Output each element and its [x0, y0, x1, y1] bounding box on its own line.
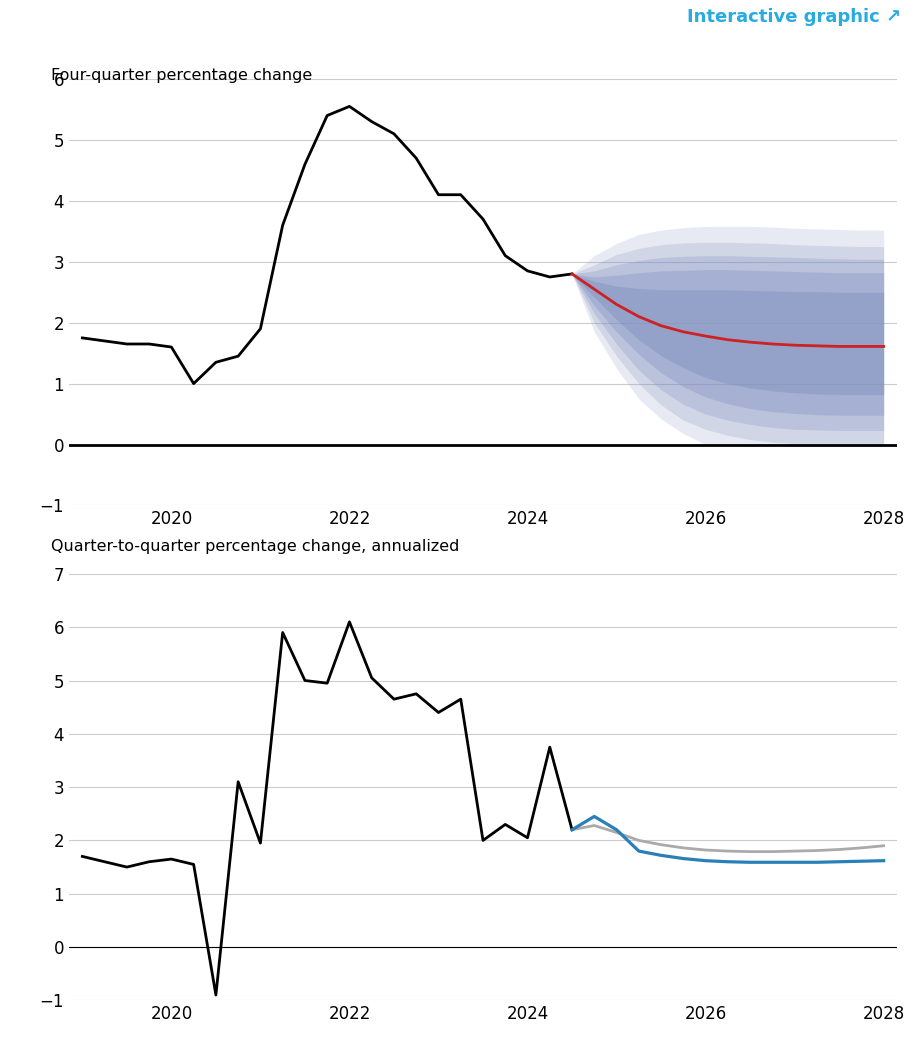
Text: Four-quarter percentage change: Four-quarter percentage change — [51, 68, 312, 83]
Text: Quarter-to-quarter percentage change, annualized: Quarter-to-quarter percentage change, an… — [51, 539, 459, 554]
Text: Interactive graphic ↗: Interactive graphic ↗ — [686, 8, 901, 26]
